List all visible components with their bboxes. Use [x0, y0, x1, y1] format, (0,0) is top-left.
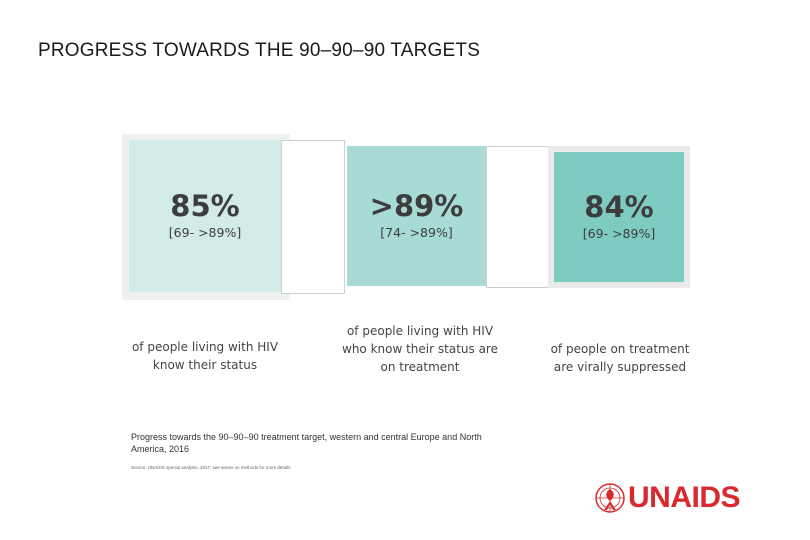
card-2-description-line: who know their status are: [342, 342, 498, 356]
figure-caption: Progress towards the 90–90–90 treatment …: [131, 432, 482, 454]
logo-text: UNAIDS: [628, 481, 741, 514]
card-3-range: [69- >89%]: [582, 226, 656, 241]
source-note: Source: UNAIDS special analysis, 2017; s…: [131, 465, 292, 470]
card-3: 84% [69- >89%]: [554, 152, 684, 282]
card-2-range: [74- >89%]: [380, 225, 453, 240]
card-3-description-line: are virally suppressed: [553, 360, 687, 374]
card-1-description-line: of people living with HIV: [131, 340, 279, 354]
connector-1: [281, 140, 345, 294]
card-2: >89% [74- >89%]: [347, 146, 486, 286]
card-1-description: of people living with HIV know their sta…: [120, 338, 290, 374]
card-2-description: of people living with HIV who know their…: [335, 322, 505, 376]
card-1: 85% [69- >89%]: [129, 140, 281, 292]
card-1-value: 85%: [170, 189, 240, 223]
card-2-description-line: on treatment: [380, 360, 460, 374]
card-1-range: [69- >89%]: [168, 225, 242, 240]
card-3-value: 84%: [584, 190, 654, 224]
card-3-description-line: of people on treatment: [550, 342, 690, 356]
unaids-ribbon-emblem-icon: [595, 483, 625, 513]
card-2-value: >89%: [369, 189, 464, 223]
slide-title: PROGRESS TOWARDS THE 90–90–90 TARGETS: [38, 40, 481, 61]
card-3-description: of people on treatment are virally suppr…: [535, 340, 705, 376]
connector-2: [486, 146, 550, 288]
card-2-description-line: of people living with HIV: [346, 324, 494, 338]
unaids-logo: UNAIDS: [594, 481, 741, 514]
card-1-description-line: know their status: [152, 358, 258, 372]
